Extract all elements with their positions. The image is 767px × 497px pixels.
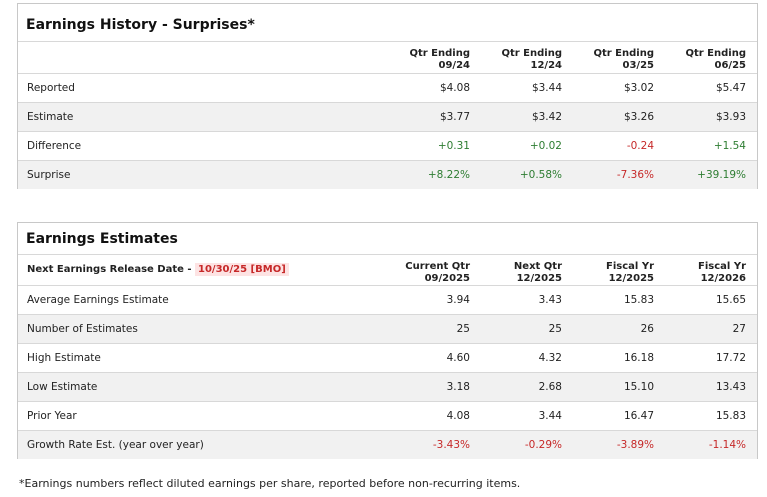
table-row: Average Earnings Estimate 3.94 3.43 15.83 15… (18, 285, 757, 314)
estimates-panel: Earnings Estimates Current Qtr 09/2025 Nex… (17, 222, 758, 459)
cell-value: -0.29% (524, 438, 562, 451)
cell-value: 3.44 (538, 409, 562, 422)
cell-value: $3.42 (531, 110, 562, 123)
cell-value: -1.14% (708, 438, 746, 451)
cell-value: +0.58% (519, 168, 562, 181)
cell-value: $3.26 (623, 110, 654, 123)
table-row: Surprise +8.22% +0.58% -7.36% +39.19% (18, 160, 757, 189)
row-label: Number of Estimates (27, 322, 138, 335)
column-header: 06/25 (714, 60, 746, 71)
cell-value: 3.94 (446, 293, 470, 306)
cell-value: $4.08 (439, 81, 470, 94)
column-header: 03/25 (622, 60, 654, 71)
cell-value: 3.18 (446, 380, 470, 393)
cell-value: 13.43 (715, 380, 746, 393)
panel-title: Earnings Estimates (26, 231, 178, 247)
cell-value: -7.36% (616, 168, 654, 181)
cell-value: $3.77 (439, 110, 470, 123)
cell-value: 4.60 (446, 351, 470, 364)
cell-value: 25 (548, 322, 562, 335)
cell-value: -0.24 (626, 139, 654, 152)
cell-value: -3.89% (616, 438, 654, 451)
column-header: 12/2025 (608, 273, 654, 284)
cell-value: 15.83 (715, 409, 746, 422)
cell-value: 2.68 (538, 380, 562, 393)
column-header: 12/24 (530, 60, 562, 71)
cell-value: +39.19% (697, 168, 746, 181)
column-header: Qtr Ending (685, 48, 746, 59)
column-header: 12/2026 (700, 273, 746, 284)
cell-value: +0.31 (437, 139, 470, 152)
cell-value: $5.47 (715, 81, 746, 94)
release-date-badge: 10/30/25 [BMO] (195, 263, 289, 276)
cell-value: 4.32 (538, 351, 562, 364)
cell-value: 16.18 (623, 351, 654, 364)
row-label: Estimate (27, 110, 74, 123)
cell-value: 17.72 (715, 351, 746, 364)
cell-value: -3.43% (432, 438, 470, 451)
column-header: Next Qtr (513, 261, 562, 272)
cell-value: 4.08 (446, 409, 470, 422)
cell-value: 16.47 (623, 409, 654, 422)
table-row: Growth Rate Est. (year over year) -3.43% -… (18, 430, 757, 459)
row-label: Prior Year (27, 409, 77, 422)
table-row: Difference +0.31 +0.02 -0.24 +1.54 (18, 131, 757, 160)
panel-title: Earnings History - Surprises* (26, 17, 255, 33)
cell-value: +0.02 (529, 139, 562, 152)
row-label: Difference (27, 139, 82, 152)
row-label: Reported (27, 81, 75, 94)
cell-value: 25 (456, 322, 470, 335)
release-date: Next Earnings Release Date - 10/30/25 [B… (27, 263, 289, 276)
column-header: 12/2025 (516, 273, 562, 284)
header-row: Qtr Ending 09/24 Qtr Ending 12/24 Qtr Ending… (18, 41, 757, 73)
cell-value: 15.65 (715, 293, 746, 306)
history-panel: Earnings History - Surprises* Qtr Ending… (17, 3, 758, 189)
table-row: High Estimate 4.60 4.32 16.18 17.72 (18, 343, 757, 372)
row-label: High Estimate (27, 351, 101, 364)
cell-value: $3.44 (531, 81, 562, 94)
header-row: Current Qtr 09/2025 Next Qtr 12/2025 Fiscal … (18, 254, 757, 285)
cell-value: 26 (640, 322, 654, 335)
column-header: Fiscal Yr (698, 261, 746, 272)
column-header: Qtr Ending (409, 48, 470, 59)
cell-value: 15.83 (623, 293, 654, 306)
cell-value: 27 (732, 322, 746, 335)
cell-value: +1.54 (713, 139, 746, 152)
column-header: 09/2025 (424, 273, 470, 284)
column-header: Qtr Ending (501, 48, 562, 59)
cell-value: $3.02 (623, 81, 654, 94)
cell-value: 3.43 (538, 293, 562, 306)
release-label: Next Earnings Release Date - (27, 264, 196, 275)
row-label: Surprise (27, 168, 71, 181)
cell-value: $3.93 (715, 110, 746, 123)
cell-value: +8.22% (427, 168, 470, 181)
table-row: Low Estimate 3.18 2.68 15.10 13.43 (18, 372, 757, 401)
footnote: *Earnings numbers reflect diluted earnin… (19, 477, 521, 490)
table-row: Estimate $3.77 $3.42 $3.26 $3.93 (18, 102, 757, 131)
column-header: Fiscal Yr (606, 261, 654, 272)
table-row: Prior Year 4.08 3.44 16.47 15.83 (18, 401, 757, 430)
row-label: Growth Rate Est. (year over year) (27, 438, 204, 451)
column-header: Qtr Ending (593, 48, 654, 59)
column-header: Current Qtr (405, 261, 470, 272)
cell-value: 15.10 (623, 380, 654, 393)
table-row: Number of Estimates 25 25 26 27 (18, 314, 757, 343)
row-label: Average Earnings Estimate (27, 293, 169, 306)
column-header: 09/24 (438, 60, 470, 71)
row-label: Low Estimate (27, 380, 98, 393)
table-row: Reported $4.08 $3.44 $3.02 $5.47 (18, 73, 757, 102)
